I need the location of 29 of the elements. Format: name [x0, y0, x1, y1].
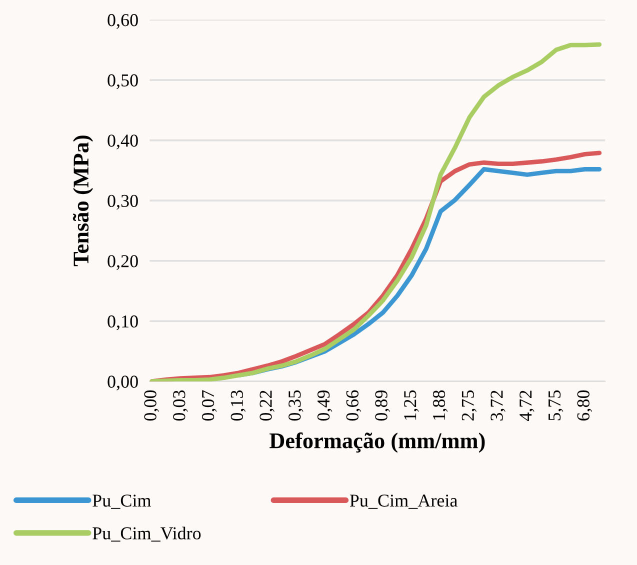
x-tick-label: 0,13: [230, 390, 246, 421]
legend-label: Pu_Cim_Vidro: [92, 526, 201, 542]
x-tick-label: 0,35: [288, 390, 304, 421]
x-tick-label: 0,66: [346, 390, 362, 421]
y-tick-label: 0,00: [108, 376, 138, 390]
x-tick-label: 0,07: [202, 390, 217, 421]
y-tick-label: 0,50: [108, 74, 138, 90]
x-tick-label: 1,88: [432, 390, 448, 420]
x-tick-label: 0,22: [260, 390, 274, 421]
y-axis-title: Tensão (MPa): [72, 136, 94, 266]
x-tick-label: 6,80: [577, 390, 592, 421]
x-tick-label: 0,89: [375, 390, 390, 421]
x-tick-label: 2,75: [462, 390, 477, 421]
y-tick-label: 0,40: [108, 134, 138, 150]
x-tick-label: 0,49: [317, 390, 332, 421]
x-tick-label: 0,00: [144, 390, 159, 421]
y-tick-label: 0,60: [108, 14, 138, 29]
x-tick-label: 4,72: [520, 390, 534, 421]
x-tick-label: 5,75: [548, 390, 564, 420]
y-tick-label: 0,30: [108, 194, 138, 210]
line-series: [150, 42, 602, 382]
x-axis-title: Deformação (mm/mm): [270, 432, 485, 453]
x-tick-label: 3,72: [490, 390, 506, 420]
legend-label: Pu_Cim: [92, 494, 151, 509]
y-tick-label: 0,20: [108, 255, 138, 270]
x-tick-label: 0,03: [173, 390, 188, 421]
y-tick-label: 0,10: [108, 315, 138, 330]
x-tick-label: 1,25: [404, 390, 419, 420]
legend-label: Pu_Cim_Areia: [350, 494, 458, 509]
